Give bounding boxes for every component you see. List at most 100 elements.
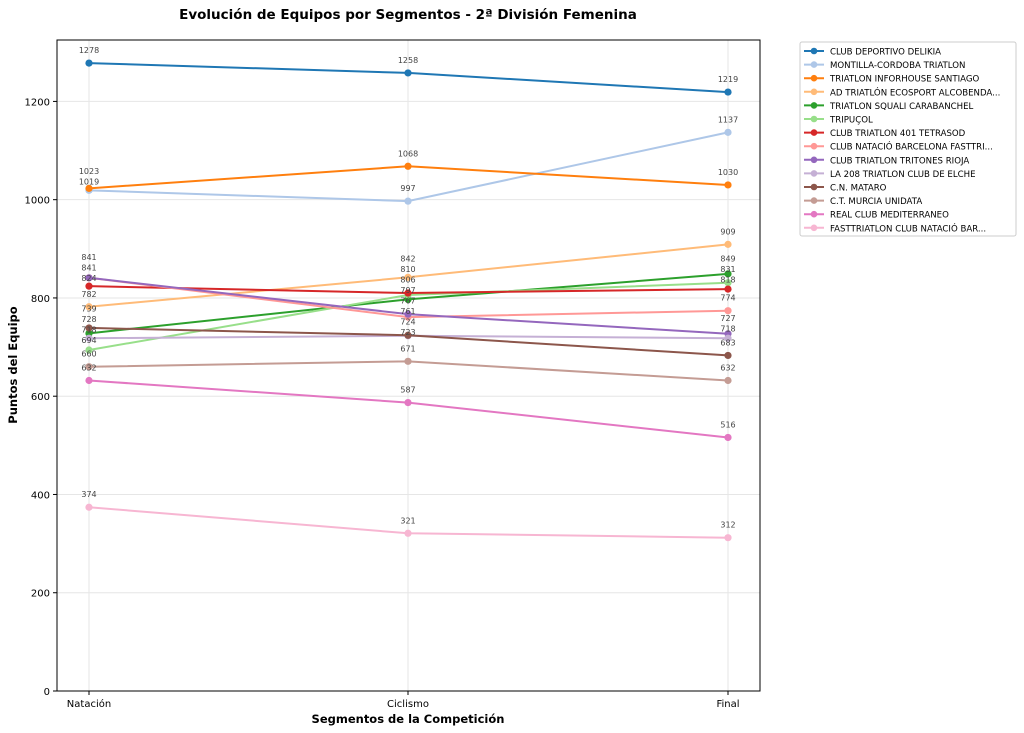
series-club-triatlon-401-tetrasod [85,282,732,297]
legend-label: TRIPUÇOL [829,116,873,126]
data-point [404,273,412,281]
legend-marker [810,142,818,150]
data-point [724,279,732,287]
series-fasttriatlon-club-nataci-bar- [85,503,732,542]
y-tick-label: 400 [31,490,50,501]
data-point [404,69,412,77]
data-label: 739 [81,305,96,314]
legend-marker [810,47,818,55]
data-point [724,285,732,293]
legend-marker [810,61,818,68]
data-label: 718 [81,326,96,335]
legend-marker [810,74,818,82]
legend-label: MONTILLA-CORDOBA TRIATLON [830,61,965,71]
data-label: 997 [400,184,415,193]
data-point [724,334,732,342]
legend-item: MONTILLA-CORDOBA TRIATLON [804,61,965,71]
legend-item: TRIATLON INFORHOUSE SANTIAGO [804,75,979,85]
data-point [85,346,93,354]
data-label: 1023 [79,167,99,176]
x-tick-label: Final [716,699,739,710]
legend-marker [810,197,818,204]
data-point [85,503,93,511]
series-club-deportivo-delikia [85,59,732,96]
legend-label: TRIATLON SQUALI CARABANCHEL [829,102,974,112]
legend-item: C.T. MURCIA UNIDATA [804,197,922,207]
legend-item: CLUB NATACIÓ BARCELONA FASTTRI... [804,141,993,153]
data-point [724,181,732,189]
legend-label: C.N. MATARO [830,184,887,194]
data-label: 724 [400,318,415,327]
x-tick-label: Ciclismo [387,699,429,710]
legend-marker [810,183,818,191]
data-label: 767 [400,297,415,306]
data-point [404,398,412,407]
data-label: 824 [81,274,96,283]
data-point [724,270,732,278]
data-label: 841 [81,264,96,273]
legend-box [799,41,1017,237]
legend-item: FASTTRIATLON CLUB NATACIÓ BAR... [804,222,986,234]
legend-label: AD TRIATLÓN ECOSPORT ALCOBENDA... [830,86,1000,98]
legend-label: CLUB NATACIÓ BARCELONA FASTTRI... [830,141,993,153]
data-label: 374 [81,490,96,499]
y-tick-label: 1200 [25,97,50,108]
legend-marker [810,170,818,177]
legend-label: CLUB TRIATLON 401 TETRASOD [830,129,966,139]
data-point [724,307,732,315]
data-label: 1278 [79,46,99,55]
data-label: 849 [720,254,735,263]
y-tick-label: 200 [31,589,50,600]
series-c-n-mataro [85,324,732,360]
data-label: 632 [720,364,735,373]
data-label: 842 [400,255,415,264]
legend-label: C.T. MURCIA UNIDATA [830,197,922,207]
data-label: 312 [720,521,735,530]
series-ad-triatl-n-ecosport-alcobenda- [85,240,732,311]
data-label: 782 [81,290,96,299]
data-label: 818 [720,275,735,284]
legend-marker [810,156,818,164]
legend-label: REAL CLUB MEDITERRANEO [830,211,949,221]
data-label: 587 [400,386,415,395]
data-point [404,197,412,205]
data-label: 671 [400,344,415,353]
data-point [404,162,412,170]
data-point [404,357,412,365]
data-label: 660 [81,350,96,359]
x-axis-label: Segmentos de la Competición [312,712,505,726]
data-point [724,433,732,442]
data-point [85,282,93,290]
data-label: 718 [720,324,735,333]
data-label: 841 [81,253,96,262]
data-point [404,529,412,537]
legend-label: TRIATLON INFORHOUSE SANTIAGO [829,75,979,85]
series-c-t-murcia-unidata [85,357,732,385]
legend-marker [810,115,818,123]
data-label: 727 [720,314,735,323]
data-label: 810 [400,265,415,274]
data-label: 797 [400,286,415,295]
data-label: 1019 [79,178,99,187]
legend-label: FASTTRIATLON CLUB NATACIÓ BAR... [830,222,986,234]
data-point [724,240,732,248]
x-tick-label: Natación [67,698,111,710]
legend-item: CLUB DEPORTIVO DELIKIA [804,48,941,58]
data-label: 1258 [398,56,418,65]
series-club-triatlon-tritones-rioja [85,274,732,338]
legend-item: C.N. MATARO [804,184,887,194]
data-point [85,376,93,385]
data-label: 761 [400,307,415,316]
data-label: 774 [720,294,735,303]
legend-marker [810,88,818,96]
data-point [85,184,93,192]
legend-item: CLUB TRIATLON 401 TETRASOD [804,129,966,139]
data-point [85,334,93,342]
data-point [724,351,732,360]
data-label: 723 [400,328,415,337]
data-label: 321 [400,516,415,525]
legend-label: CLUB TRIATLON TRITONES RIOJA [830,156,969,166]
y-tick-label: 0 [44,687,50,698]
data-point [724,534,732,542]
